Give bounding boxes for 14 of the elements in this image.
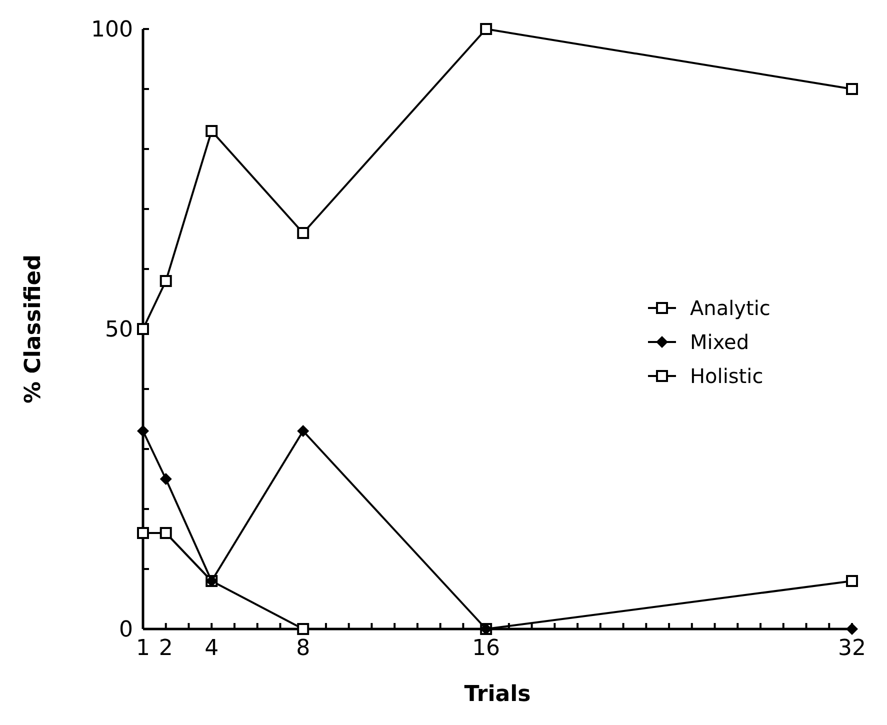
- legend-label: Mixed: [690, 330, 750, 354]
- y-axis-title: % Classified: [21, 254, 46, 404]
- x-tick-label: 16: [472, 636, 500, 661]
- x-tick-label: 4: [204, 636, 219, 661]
- x-tick-label: 2: [158, 636, 173, 661]
- x-tick-label: 8: [296, 636, 310, 661]
- x-tick-label: 32: [838, 636, 866, 661]
- x-axis-title: Trials: [464, 682, 531, 707]
- x-tick-label: 1: [136, 636, 150, 661]
- y-tick-label: 0: [119, 618, 133, 643]
- legend-label: Analytic: [690, 296, 770, 320]
- legend-label: Holistic: [690, 364, 764, 388]
- y-tick-label: 50: [105, 318, 133, 343]
- y-tick-label: 100: [91, 18, 133, 43]
